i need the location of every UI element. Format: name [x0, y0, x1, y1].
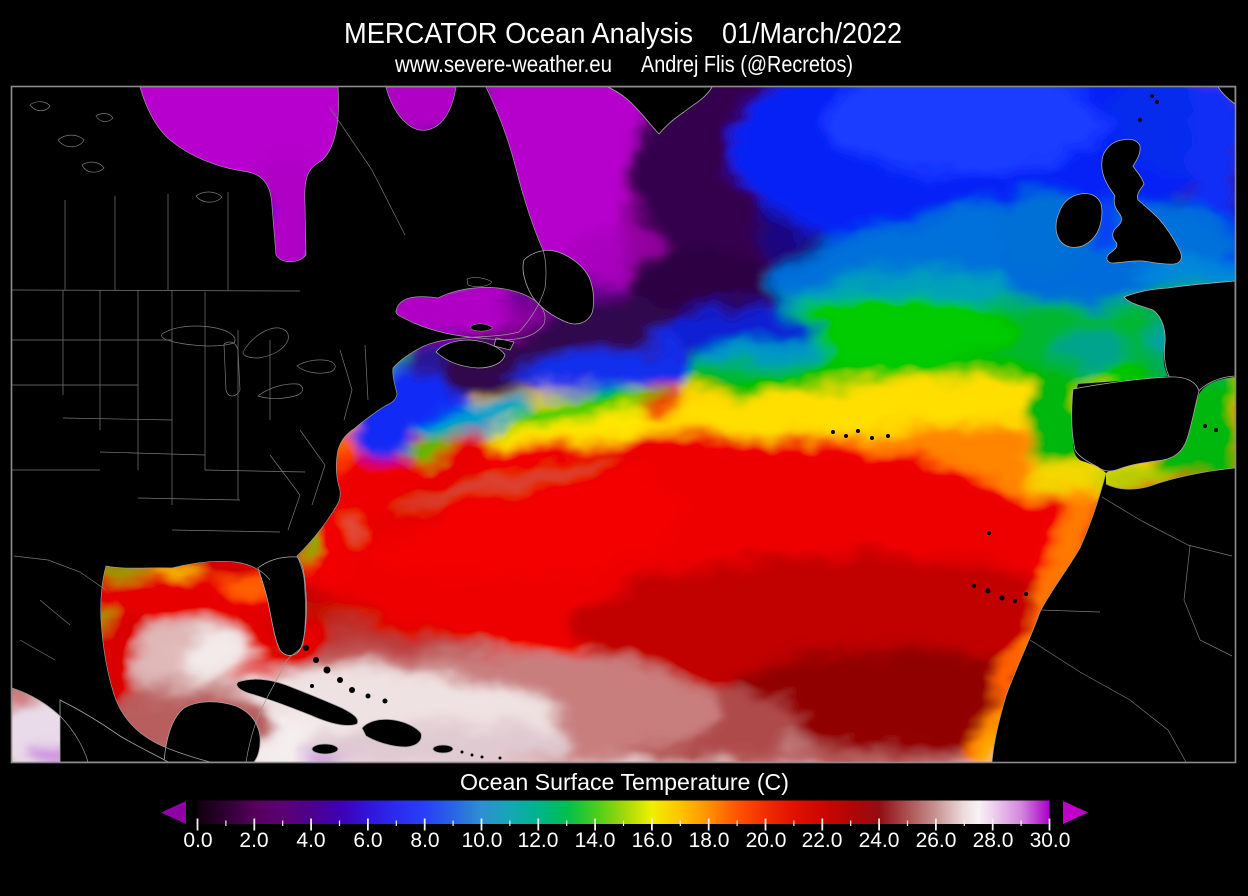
svg-text:22.0: 22.0: [802, 829, 843, 852]
svg-text:4.0: 4.0: [296, 829, 325, 852]
svg-text:2.0: 2.0: [239, 829, 268, 852]
svg-text:6.0: 6.0: [353, 829, 382, 852]
svg-text:20.0: 20.0: [746, 829, 787, 852]
svg-text:Andrej Flis (@Recretos): Andrej Flis (@Recretos): [641, 51, 853, 77]
svg-text:16.0: 16.0: [632, 829, 673, 852]
svg-text:www.severe-weather.eu: www.severe-weather.eu: [394, 51, 612, 77]
svg-text:10.0: 10.0: [462, 829, 503, 852]
svg-text:8.0: 8.0: [410, 829, 439, 852]
svg-text:30.0: 30.0: [1030, 829, 1071, 852]
svg-text:MERCATOR Ocean Analysis: MERCATOR Ocean Analysis: [344, 18, 693, 50]
svg-text:28.0: 28.0: [973, 829, 1014, 852]
svg-text:18.0: 18.0: [689, 829, 730, 852]
svg-text:14.0: 14.0: [575, 829, 616, 852]
svg-text:Ocean Surface Temperature (C): Ocean Surface Temperature (C): [460, 769, 789, 795]
svg-text:26.0: 26.0: [916, 829, 957, 852]
svg-text:0.0: 0.0: [183, 829, 212, 852]
svg-text:01/March/2022: 01/March/2022: [722, 18, 902, 50]
svg-text:24.0: 24.0: [859, 829, 900, 852]
svg-text:12.0: 12.0: [518, 829, 559, 852]
